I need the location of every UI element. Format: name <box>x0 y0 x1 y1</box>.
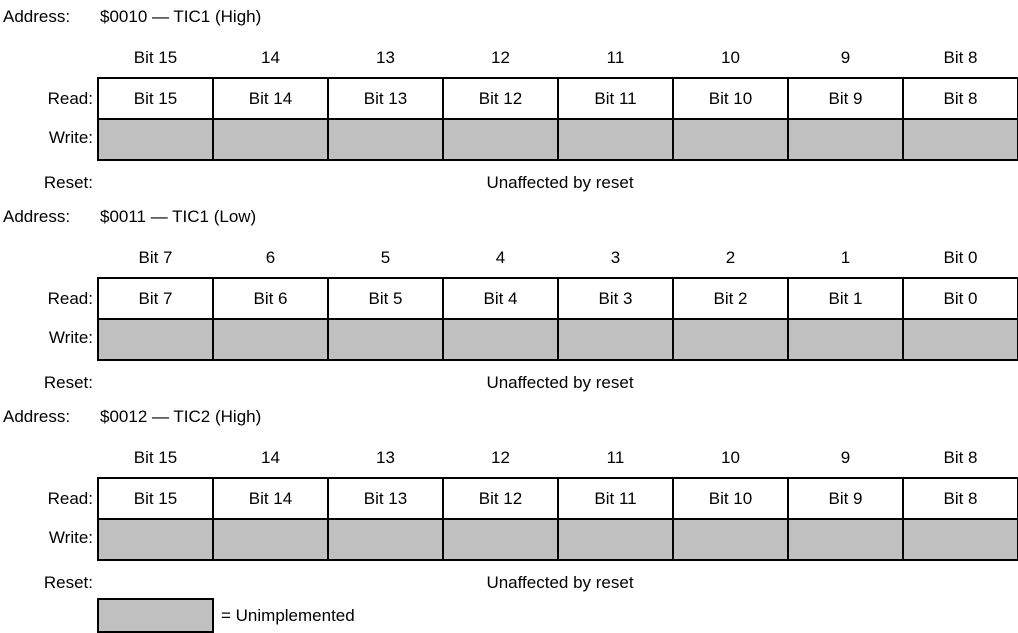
reset-label: Reset: <box>43 373 93 392</box>
bit-number: Bit 7 <box>138 248 173 267</box>
write-cell-unimplemented <box>557 318 674 361</box>
reset-label: Reset: <box>43 173 93 192</box>
reset-value: Unaffected by reset <box>486 373 634 392</box>
reset-label: Reset: <box>43 573 93 592</box>
write-cell-unimplemented <box>787 518 904 561</box>
bit-number: 12 <box>491 448 510 467</box>
reset-value: Unaffected by reset <box>486 173 634 192</box>
bit-number: 6 <box>265 248 276 267</box>
read-cell: Bit 2 <box>672 277 789 320</box>
write-cell-unimplemented <box>787 318 904 361</box>
bit-number: Bit 8 <box>943 448 978 467</box>
bit-number: 14 <box>261 48 280 67</box>
address-label: Address: <box>3 207 71 226</box>
write-cell-unimplemented <box>212 518 329 561</box>
address-value: $0010 — TIC1 (High) <box>100 7 262 26</box>
write-cell-unimplemented <box>442 518 559 561</box>
bit-number: 10 <box>721 48 740 67</box>
write-cell-unimplemented <box>327 518 444 561</box>
read-cell: Bit 15 <box>97 77 214 120</box>
read-cell: Bit 4 <box>442 277 559 320</box>
write-cell-unimplemented <box>327 118 444 161</box>
address-label: Address: <box>3 7 71 26</box>
write-cell-unimplemented <box>672 118 789 161</box>
read-cell: Bit 15 <box>97 477 214 520</box>
write-label: Write: <box>48 128 93 147</box>
read-cell: Bit 13 <box>327 477 444 520</box>
address-line: Address: $0011 — TIC1 (Low) <box>3 206 256 228</box>
write-cell-unimplemented <box>902 118 1018 161</box>
read-cell: Bit 12 <box>442 77 559 120</box>
write-cell-unimplemented <box>212 118 329 161</box>
bit-number: 10 <box>721 448 740 467</box>
read-cell: Bit 6 <box>212 277 329 320</box>
read-label: Read: <box>47 489 93 508</box>
bit-number: Bit 0 <box>943 248 978 267</box>
reset-value: Unaffected by reset <box>486 573 634 592</box>
legend-swatch-unimplemented <box>97 598 214 633</box>
read-cell: Bit 10 <box>672 77 789 120</box>
bit-number: 3 <box>610 248 621 267</box>
write-label: Write: <box>48 528 93 547</box>
bit-number: Bit 8 <box>943 48 978 67</box>
read-cell: Bit 0 <box>902 277 1018 320</box>
write-cell-unimplemented <box>442 318 559 361</box>
read-cell: Bit 10 <box>672 477 789 520</box>
bit-number: Bit 15 <box>133 448 178 467</box>
read-cell: Bit 8 <box>902 77 1018 120</box>
read-label: Read: <box>47 289 93 308</box>
bit-number: Bit 15 <box>133 48 178 67</box>
write-cell-unimplemented <box>557 118 674 161</box>
bit-number: 4 <box>495 248 506 267</box>
bit-number: 5 <box>380 248 391 267</box>
read-cell: Bit 12 <box>442 477 559 520</box>
read-cell: Bit 13 <box>327 77 444 120</box>
address-line: Address: $0012 — TIC2 (High) <box>3 406 261 428</box>
write-cell-unimplemented <box>787 118 904 161</box>
write-cell-unimplemented <box>557 518 674 561</box>
read-cell: Bit 8 <box>902 477 1018 520</box>
write-cell-unimplemented <box>97 318 214 361</box>
address-value: $0011 — TIC1 (Low) <box>100 207 257 226</box>
read-cell: Bit 9 <box>787 77 904 120</box>
write-cell-unimplemented <box>97 518 214 561</box>
read-cell: Bit 11 <box>557 77 674 120</box>
write-cell-unimplemented <box>902 518 1018 561</box>
address-line: Address: $0010 — TIC1 (High) <box>3 6 261 28</box>
read-cell: Bit 1 <box>787 277 904 320</box>
read-cell: Bit 7 <box>97 277 214 320</box>
read-cell: Bit 14 <box>212 77 329 120</box>
address-label: Address: <box>3 407 71 426</box>
write-cell-unimplemented <box>327 318 444 361</box>
read-cell: Bit 3 <box>557 277 674 320</box>
bit-number: 1 <box>840 248 851 267</box>
bit-number: 9 <box>840 448 851 467</box>
bit-number: 2 <box>725 248 736 267</box>
address-value: $0012 — TIC2 (High) <box>100 407 262 426</box>
read-cell: Bit 9 <box>787 477 904 520</box>
write-cell-unimplemented <box>902 318 1018 361</box>
bit-number: 13 <box>376 448 395 467</box>
write-cell-unimplemented <box>672 518 789 561</box>
read-cell: Bit 11 <box>557 477 674 520</box>
write-cell-unimplemented <box>672 318 789 361</box>
read-cell: Bit 5 <box>327 277 444 320</box>
bit-number: 9 <box>840 48 851 67</box>
read-cell: Bit 14 <box>212 477 329 520</box>
bit-number: 13 <box>376 48 395 67</box>
write-cell-unimplemented <box>97 118 214 161</box>
bit-number: 14 <box>261 448 280 467</box>
bit-number: 11 <box>606 48 625 67</box>
write-cell-unimplemented <box>442 118 559 161</box>
bit-number: 12 <box>491 48 510 67</box>
write-cell-unimplemented <box>212 318 329 361</box>
write-label: Write: <box>48 328 93 347</box>
legend-text: = Unimplemented <box>221 606 355 625</box>
read-label: Read: <box>47 89 93 108</box>
bit-number: 11 <box>606 448 625 467</box>
